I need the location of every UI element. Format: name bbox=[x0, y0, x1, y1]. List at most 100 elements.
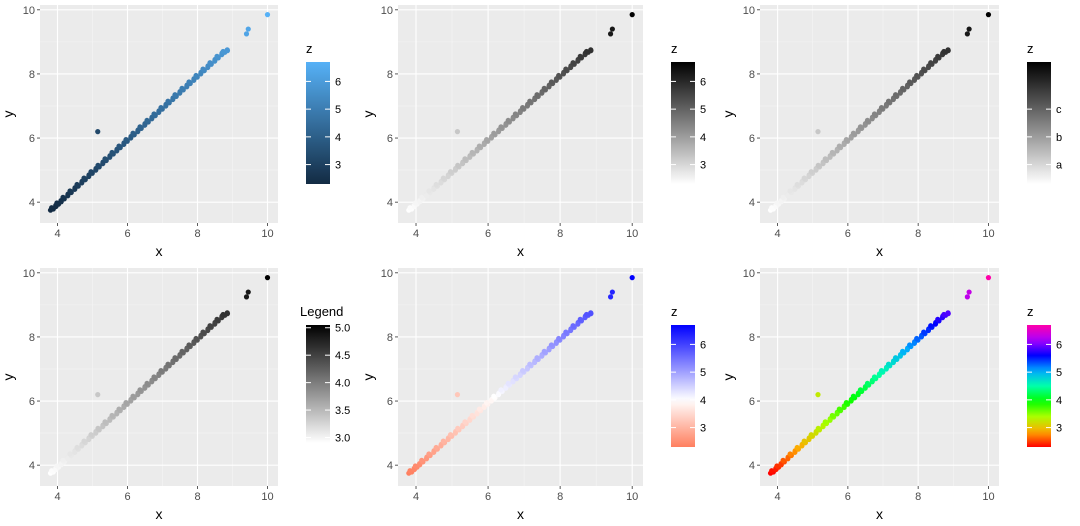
data-point bbox=[179, 85, 185, 91]
data-point bbox=[534, 92, 540, 98]
data-point bbox=[512, 111, 518, 117]
y-axis-title: y bbox=[720, 111, 736, 118]
data-point bbox=[438, 180, 444, 186]
data-point bbox=[878, 104, 885, 111]
data-point bbox=[212, 58, 218, 64]
data-point bbox=[447, 432, 454, 438]
data-point bbox=[95, 425, 101, 431]
data-point bbox=[455, 425, 461, 431]
data-point bbox=[792, 449, 798, 455]
data-point bbox=[407, 205, 413, 211]
x-axis-title: x bbox=[517, 506, 524, 522]
x-tick-label: 4 bbox=[413, 228, 419, 240]
data-point bbox=[928, 323, 934, 329]
data-point bbox=[871, 374, 878, 380]
data-point bbox=[440, 175, 446, 181]
x-tick-label: 6 bbox=[485, 228, 491, 240]
data-point bbox=[925, 327, 932, 334]
data-point bbox=[67, 451, 73, 457]
chart-panel-1: 4 6 8 10 4 6 8 10 x y z 3 4 5 6 bbox=[0, 5, 341, 259]
data-point bbox=[785, 193, 791, 199]
data-point bbox=[116, 143, 122, 149]
data-point bbox=[107, 417, 113, 423]
data-point bbox=[423, 193, 430, 199]
data-point bbox=[813, 430, 819, 436]
data-point bbox=[177, 353, 183, 359]
data-point bbox=[495, 129, 502, 135]
data-point bbox=[505, 117, 511, 124]
data-point bbox=[570, 323, 576, 329]
data-point bbox=[469, 412, 475, 419]
x-tick-label: 6 bbox=[845, 491, 851, 503]
data-point bbox=[570, 60, 576, 66]
data-point bbox=[568, 327, 574, 334]
data-point bbox=[588, 48, 594, 54]
x-tick-label: 10 bbox=[626, 228, 638, 240]
data-point bbox=[512, 374, 518, 380]
data-point bbox=[563, 66, 569, 72]
data-point bbox=[774, 200, 780, 206]
data-point bbox=[121, 141, 127, 148]
data-point bbox=[774, 463, 780, 469]
data-point bbox=[769, 205, 775, 211]
data-point bbox=[855, 392, 861, 398]
data-point bbox=[54, 463, 60, 469]
data-point bbox=[794, 444, 800, 451]
data-point bbox=[481, 404, 487, 411]
y-tick-label: 4 bbox=[749, 460, 755, 472]
data-point bbox=[769, 468, 775, 474]
data-point bbox=[86, 436, 92, 443]
data-point bbox=[440, 438, 446, 444]
data-point bbox=[144, 380, 150, 387]
data-point bbox=[81, 175, 87, 181]
data-point bbox=[520, 104, 526, 111]
legend-label: 4.0 bbox=[335, 378, 350, 390]
data-point bbox=[787, 188, 793, 194]
data-point bbox=[433, 181, 439, 188]
y-tick-label: 8 bbox=[749, 69, 755, 81]
data-point bbox=[907, 342, 913, 348]
y-tick-label: 8 bbox=[387, 332, 393, 344]
data-point bbox=[560, 71, 567, 77]
y-tick-label: 4 bbox=[749, 197, 755, 209]
y-axis-title: y bbox=[360, 111, 376, 118]
data-point bbox=[607, 294, 614, 300]
data-point bbox=[815, 425, 821, 431]
data-point bbox=[49, 205, 55, 211]
data-point bbox=[454, 129, 461, 135]
legend-label: 5 bbox=[700, 367, 706, 379]
data-point bbox=[419, 194, 425, 200]
data-point bbox=[483, 137, 490, 143]
data-point bbox=[941, 311, 947, 318]
legend-colorbar bbox=[306, 325, 330, 443]
data-point bbox=[966, 289, 972, 295]
legend-label: 4 bbox=[335, 132, 341, 144]
data-point bbox=[491, 130, 497, 136]
data-point bbox=[172, 92, 178, 98]
data-point bbox=[72, 449, 78, 455]
legend-colorbar bbox=[671, 62, 695, 184]
y-axis-title: y bbox=[360, 374, 376, 381]
legend-title: Legend bbox=[300, 304, 343, 319]
x-axis-title: x bbox=[156, 243, 163, 259]
data-point bbox=[200, 329, 206, 335]
data-point bbox=[433, 444, 439, 451]
data-point bbox=[193, 335, 199, 342]
legend-label: 4.5 bbox=[335, 350, 350, 362]
x-tick-label: 6 bbox=[485, 491, 491, 503]
data-point bbox=[876, 109, 882, 115]
data-point bbox=[539, 353, 545, 359]
data-point bbox=[65, 193, 71, 199]
legend-label: a bbox=[1056, 160, 1063, 172]
data-point bbox=[806, 436, 812, 443]
legend-label: 5.0 bbox=[335, 323, 350, 335]
x-axis-title: x bbox=[876, 243, 883, 259]
data-point bbox=[107, 154, 113, 160]
chart-panel-2: 4 6 8 10 4 6 8 10 x y z 3 4 5 6 bbox=[360, 5, 706, 259]
data-point bbox=[505, 380, 511, 387]
legend-label: 3 bbox=[335, 160, 341, 172]
legend-label: 4 bbox=[1056, 395, 1062, 407]
data-point bbox=[243, 294, 250, 300]
data-point bbox=[128, 398, 134, 404]
data-point bbox=[964, 31, 970, 37]
